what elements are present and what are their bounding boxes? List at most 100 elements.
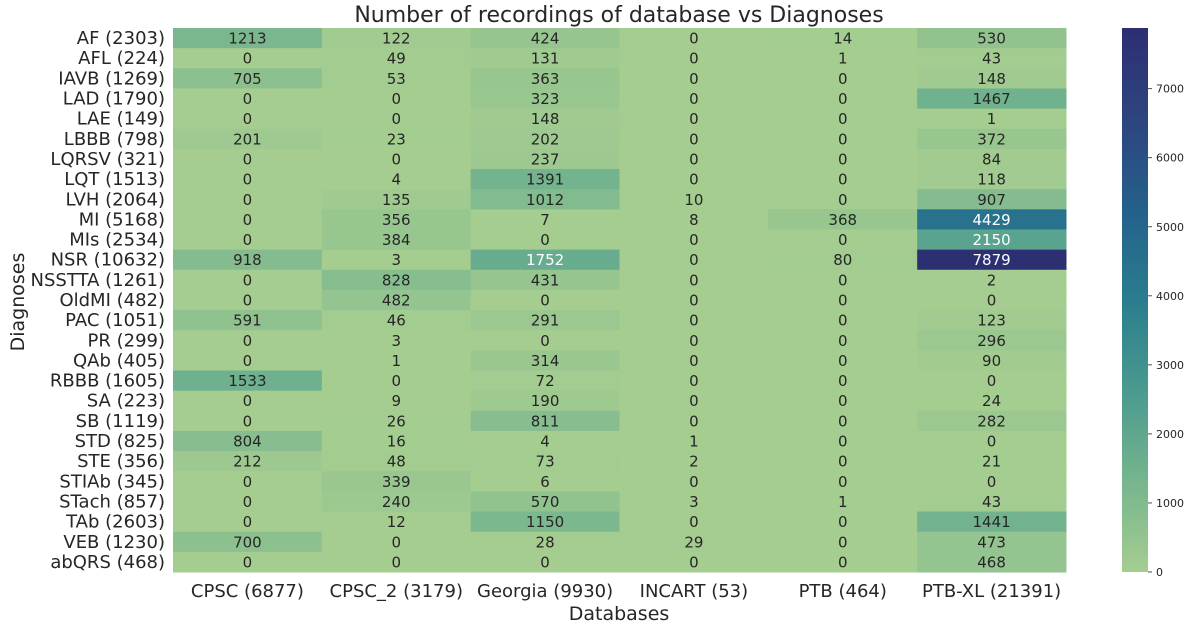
cell-value-label: 0 [838, 412, 848, 430]
heatmap-cell [470, 108, 620, 130]
cell-value-label: 0 [689, 372, 699, 390]
heatmap-cell [917, 189, 1067, 210]
cell-value-label: 363 [531, 70, 560, 88]
heatmap-cell [768, 551, 918, 573]
heatmap-cell [917, 108, 1067, 130]
y-tick-label: LQT (1513) [64, 169, 165, 190]
heatmap-cell [321, 229, 472, 251]
cell-value-label: 0 [689, 231, 699, 249]
cell-value-label: 0 [243, 211, 253, 229]
cell-value-label: 473 [977, 533, 1006, 551]
cell-value-label: 43 [982, 50, 1001, 68]
heatmap-cell [470, 551, 620, 573]
cell-value-label: 24 [982, 392, 1001, 410]
cell-value-label: 1391 [526, 171, 564, 189]
cell-value-label: 53 [387, 70, 406, 88]
heatmap-cell [917, 148, 1067, 170]
heatmap-cell [321, 430, 472, 452]
cell-value-label: 48 [387, 453, 406, 471]
heatmap-cell [173, 209, 323, 230]
cell-value-label: 0 [987, 372, 997, 390]
heatmap-cell [768, 491, 918, 513]
cell-value-label: 3 [391, 251, 401, 269]
cell-value-label: 16 [387, 433, 406, 451]
cell-value-label: 705 [233, 70, 262, 88]
cell-value-label: 10 [684, 191, 703, 209]
heatmap-cell [470, 531, 620, 553]
heatmap-cell [321, 48, 472, 69]
heatmap-cell [173, 128, 323, 150]
y-tick-label: STach (857) [59, 491, 165, 512]
heatmap-cell [768, 330, 918, 351]
heatmap-cell [321, 209, 472, 230]
heatmap-cell [173, 330, 323, 351]
cell-value-label: 323 [531, 90, 560, 108]
cell-value-label: 0 [243, 150, 253, 168]
cell-value-label: 0 [838, 372, 848, 390]
cell-value-label: 3 [391, 332, 401, 350]
cell-value-label: 700 [233, 533, 262, 551]
cell-value-label: 0 [689, 513, 699, 531]
cell-value-label: 0 [243, 513, 253, 531]
heatmap-cell [173, 310, 323, 331]
cell-value-label: 482 [382, 292, 411, 310]
cell-value-label: 0 [243, 271, 253, 289]
y-tick-label: LAE (149) [77, 109, 165, 130]
cell-value-label: 804 [233, 433, 262, 451]
heatmap-cell [619, 310, 769, 331]
heatmap-cell [173, 370, 323, 392]
cell-value-label: 282 [977, 412, 1006, 430]
cell-value-label: 1 [391, 352, 401, 370]
heatmap-cell [917, 330, 1067, 351]
cell-value-label: 0 [243, 352, 253, 370]
cell-value-label: 84 [982, 150, 1001, 168]
cell-value-label: 0 [391, 90, 401, 108]
cell-value-label: 468 [977, 553, 1006, 571]
heatmap-cell [321, 390, 472, 412]
heatmap-cell [619, 88, 769, 110]
heatmap-cell [917, 350, 1067, 372]
heatmap-cell [917, 310, 1067, 331]
heatmap-cell [917, 491, 1067, 513]
heatmap-cell [173, 511, 323, 533]
cell-value-label: 0 [689, 171, 699, 189]
heatmap-cell [619, 471, 769, 492]
cell-value-label: 0 [243, 231, 253, 249]
heatmap-cell [470, 289, 620, 311]
heatmap-cell [768, 310, 918, 331]
cell-value-label: 0 [987, 473, 997, 491]
heatmap-cell [173, 88, 323, 110]
cell-value-label: 0 [689, 553, 699, 571]
colorbar-tick-label: 0 [1156, 566, 1163, 579]
cell-value-label: 0 [838, 553, 848, 571]
y-tick-label: SA (223) [87, 391, 165, 412]
heatmap-cell [619, 108, 769, 130]
heatmap-cell [470, 410, 620, 432]
heatmap-cell [173, 410, 323, 432]
cell-value-label: 43 [982, 493, 1001, 511]
heatmap-cell [173, 289, 323, 311]
heatmap-cell [173, 68, 323, 89]
heatmap-cell [321, 531, 472, 553]
cell-value-label: 0 [838, 433, 848, 451]
cell-value-label: 14 [833, 30, 852, 48]
cell-value-label: 202 [531, 130, 560, 148]
heatmap-cell [173, 269, 323, 291]
heatmap-cell [321, 410, 472, 432]
cell-value-label: 0 [838, 453, 848, 471]
heatmap-cell [470, 370, 620, 392]
cell-value-label: 4 [391, 171, 401, 189]
heatmap-cell [619, 68, 769, 89]
y-tick-label: STE (356) [77, 451, 165, 472]
heatmap-cell [321, 491, 472, 513]
y-tick-label: PR (299) [88, 330, 165, 351]
heatmap-cell [768, 189, 918, 210]
cell-value-label: 0 [391, 372, 401, 390]
heatmap-cell [917, 551, 1067, 573]
heatmap-cell [917, 471, 1067, 492]
y-tick-label: LBBB (798) [64, 129, 165, 150]
heatmap-cell [470, 249, 620, 271]
colorbar-gradient [1122, 28, 1148, 572]
cell-value-label: 1441 [972, 513, 1010, 531]
cell-value-label: 0 [540, 292, 550, 310]
